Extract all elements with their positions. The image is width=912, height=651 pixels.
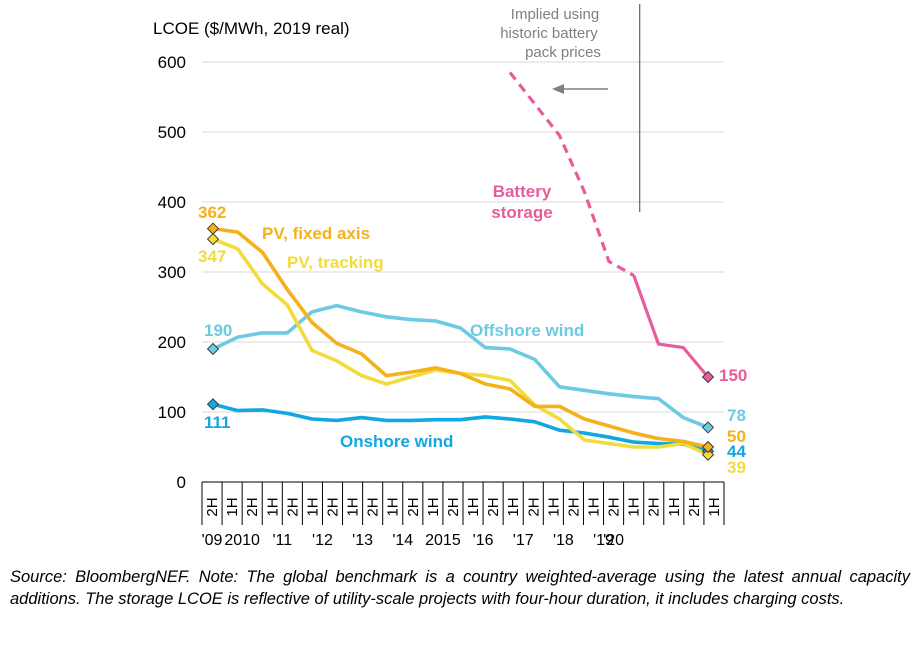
x-half-label: 1H [385,497,402,516]
x-year-label: 2015 [425,532,461,549]
x-half-label: 2H [405,497,422,516]
x-year-label: '13 [352,532,373,549]
x-half-label: 1H [626,497,643,516]
x-half-label: 1H [345,497,362,516]
label-battery-storage-2: storage [491,203,552,222]
value-label-onshore-end: 44 [727,442,746,461]
x-half-label: 2H [365,497,382,516]
value-label-battery-end: 150 [719,366,747,385]
value-label-pv-tracking-end: 39 [727,458,746,477]
series-line-battery-storage-implied [508,71,635,277]
x-half-label: 2H [686,497,703,516]
label-offshore-wind: Offshore wind [470,321,584,340]
marker-pv-fixed-axis-start [206,222,220,235]
x-half-label: 1H [224,497,241,516]
x-half-label: 1H [666,497,683,516]
y-axis-ticks: 0 100 200 300 400 500 600 [158,53,186,492]
x-year-label: '14 [392,532,413,549]
label-battery-storage-1: Battery [493,182,552,201]
marker-pv-tracking-end [701,448,715,461]
x-year-label: '12 [312,532,333,549]
x-half-label: 1H [264,497,281,516]
x-year-label: '20 [603,532,624,549]
annotation-line-3: pack prices [525,44,601,61]
annotation-arrow [552,84,608,94]
x-year-label: '09 [202,532,223,549]
y-tick-label: 500 [158,123,186,142]
marker-onshore-wind-start [206,398,220,411]
x-half-label: 2H [284,497,301,516]
x-year-label: '11 [272,532,292,549]
label-pv-tracking: PV, tracking [287,253,384,272]
x-half-label: 2H [565,497,582,516]
value-labels: 362 347 190 111 150 78 50 44 39 [198,203,747,477]
x-year-label: '17 [513,532,534,549]
x-half-label: 2H [445,497,462,516]
x-half-label: 2H [646,497,663,516]
x-half-label: 2H [525,497,542,516]
value-label-pv-fixed-start: 362 [198,203,226,222]
label-pv-fixed-axis: PV, fixed axis [262,224,370,243]
x-half-label: 1H [706,497,723,516]
value-label-offshore-end: 78 [727,406,746,425]
series-line-onshore-wind [211,402,710,454]
x-half-label: 2H [244,497,261,516]
x-year-label: '16 [473,532,494,549]
series-lines [211,71,710,457]
y-tick-label: 200 [158,333,186,352]
x-year-label: 2010 [224,532,260,549]
x-half-label: 1H [586,497,603,516]
marker-pv-tracking-start [206,232,220,246]
y-tick-label: 100 [158,403,186,422]
value-label-pv-tracking-start: 347 [198,247,226,266]
y-tick-label: 400 [158,193,186,212]
x-half-label: 2H [485,497,502,516]
value-label-onshore-start: 111 [204,413,231,432]
y-tick-label: 0 [177,473,186,492]
marker-offshore-wind-end [701,421,715,434]
gridlines [202,61,724,413]
lcoe-line-chart: 0 100 200 300 400 500 600 LCOE ($/MWh, 2019 re… [153,4,747,549]
series-labels: Battery storage PV, fixed axis PV, track… [262,182,584,451]
marker-offshore-wind-start [206,342,220,356]
x-half-label: 1H [304,497,321,516]
marker-pv-fixed-axis-end [701,440,715,454]
x-year-label: '19 [593,532,614,549]
value-label-pv-fixed-end: 50 [727,427,746,446]
series-line-battery-storage [632,274,710,379]
source-footnote: Source: BloombergNEF. Note: The global b… [10,568,910,608]
x-half-label: 2H [325,497,342,516]
x-half-label: 1H [465,497,482,516]
x-year-label: '18 [553,532,574,549]
x-half-label: 1H [425,497,442,516]
endpoint-markers [206,222,715,461]
x-half-label: 1H [545,497,562,516]
annotation-line-1: Implied using [511,6,599,23]
x-half-label: 1H [505,497,522,516]
x-axis-labels: 2H 1H 2H 1H 2H 1H 2H 1H 2H 1H 2H 1H 2H 1H 2H 1H 2H 1H 2H 1H… [201,482,725,549]
annotation-line-2: historic battery [500,25,598,42]
y-tick-label: 300 [158,263,186,282]
label-onshore-wind: Onshore wind [340,432,453,451]
y-axis-title: LCOE ($/MWh, 2019 real) [153,19,350,38]
value-label-offshore-start: 190 [204,321,232,340]
marker-battery-storage-end [701,370,715,384]
series-line-pv-fixed-axis [211,226,710,449]
x-half-label: 2H [606,497,623,516]
x-half-label: 2H [204,497,221,516]
series-line-offshore-wind [211,303,710,430]
y-tick-label: 600 [158,53,186,72]
